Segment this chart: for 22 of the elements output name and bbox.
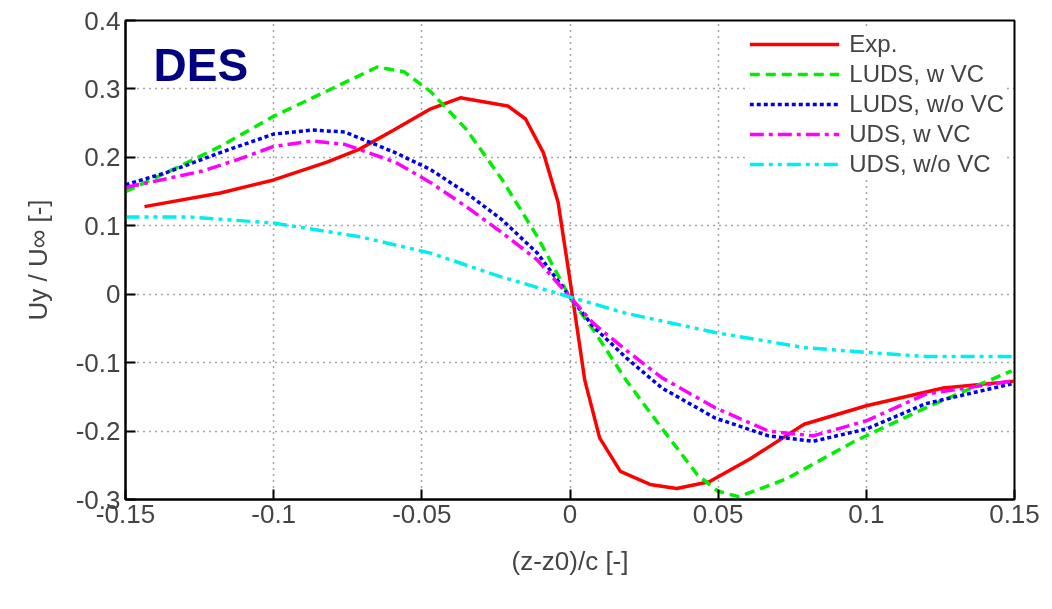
y-tick-label: 0.1 xyxy=(84,210,121,241)
line-series xyxy=(125,215,1015,359)
legend-label: Exp. xyxy=(849,30,898,58)
y-tick-label: 0.4 xyxy=(84,5,121,36)
x-tick-label: 0.15 xyxy=(989,498,1040,529)
x-tick-label: 0.05 xyxy=(692,498,744,529)
y-tick-label: -0.1 xyxy=(75,347,121,378)
x-tick-label: 0 xyxy=(562,498,578,529)
x-axis-title: (z-z0)/c [-] xyxy=(511,545,629,576)
legend-label: LUDS, w VC xyxy=(849,60,984,88)
annotation: DES xyxy=(153,38,249,91)
legend-label: UDS, w VC xyxy=(849,120,971,148)
legend-label: UDS, w/o VC xyxy=(849,150,991,178)
x-tick-label: 0.1 xyxy=(848,498,885,529)
x-tick-label: -0.05 xyxy=(392,498,452,529)
y-axis-title: Uy / U∞ [-] xyxy=(22,199,53,321)
y-tick-label: 0 xyxy=(106,279,121,310)
x-tick-label: -0.1 xyxy=(251,498,297,529)
y-tick-label: 0.3 xyxy=(84,73,121,104)
y-tick-label: 0.2 xyxy=(84,142,121,173)
legend-label: LUDS, w/o VC xyxy=(849,90,1004,118)
y-tick-label: -0.2 xyxy=(75,416,121,447)
